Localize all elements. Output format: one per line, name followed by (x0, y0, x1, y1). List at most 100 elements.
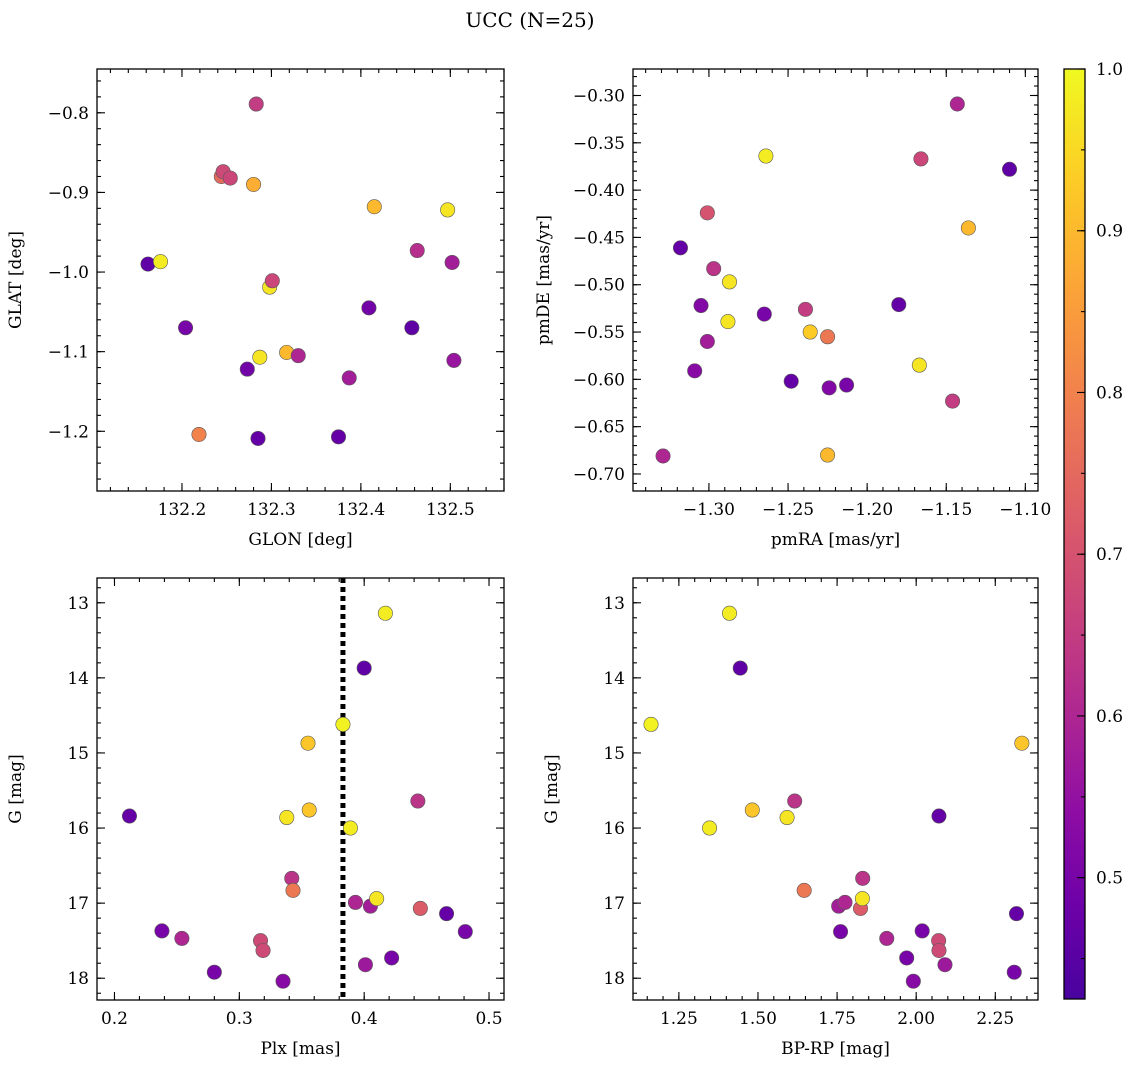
data-point (1008, 906, 1024, 922)
y-tick-label: −0.35 (573, 134, 625, 154)
data-point (206, 964, 222, 980)
panel-1: 132.2 132.3 132.4 132.5 −0.8 −0.9 −1.0 −1.1 −1.2… (6, 68, 505, 550)
data-point (440, 202, 456, 218)
x-tick-label: −1.15 (920, 500, 972, 520)
x-tick-label: 132.5 (426, 500, 475, 520)
colorbar-frame (1063, 68, 1086, 1000)
data-point (732, 660, 748, 676)
x-tick-label: 2.00 (897, 1009, 935, 1029)
data-point (914, 923, 930, 939)
colorbar-tick-label: 0.8 (1096, 383, 1123, 403)
data-point (347, 894, 363, 910)
y-axis-label: G [mag] (542, 754, 562, 823)
data-point (783, 373, 799, 389)
data-point (699, 205, 715, 221)
data-point (252, 349, 268, 365)
data-point (121, 808, 137, 824)
data-point (905, 973, 921, 989)
x-tick-label: 0.2 (101, 1009, 128, 1029)
y-tick-label: 13 (603, 594, 625, 614)
panels: 132.2 132.3 132.4 132.5 −0.8 −0.9 −1.0 −1.1 −1.2… (6, 68, 1051, 1059)
data-point (341, 370, 357, 386)
figure-title: UCC (N=25) (465, 8, 594, 32)
x-tick-label: 2.25 (976, 1009, 1014, 1029)
data-point (290, 348, 306, 364)
data-point (899, 950, 915, 966)
data-point (250, 430, 266, 446)
data-point (833, 924, 849, 940)
data-point (643, 716, 659, 732)
data-point (687, 363, 703, 379)
x-axis-label: GLON [deg] (248, 530, 352, 550)
data-point (796, 882, 812, 898)
data-point (879, 930, 895, 946)
data-point (239, 361, 255, 377)
data-point (301, 802, 317, 818)
x-tick-label: −1.20 (841, 500, 893, 520)
data-point (300, 735, 316, 751)
data-point (839, 377, 855, 393)
plot-frame (96, 68, 505, 492)
data-point (655, 448, 671, 464)
data-point (331, 429, 347, 445)
data-point (279, 810, 295, 826)
data-point (756, 306, 772, 322)
y-tick-label: 15 (67, 744, 89, 764)
data-point (377, 605, 393, 621)
x-tick-label: 1.25 (660, 1009, 698, 1029)
y-tick-label: 14 (67, 669, 89, 689)
colorbar: 0.5 0.6 0.7 0.8 0.9 1.0 (1063, 60, 1123, 1000)
data-point (335, 716, 351, 732)
data-point (837, 894, 853, 910)
data-point (949, 96, 965, 112)
y-tick-label: 15 (603, 744, 625, 764)
data-point (693, 298, 709, 314)
data-point (384, 950, 400, 966)
colorbar-tick-label: 1.0 (1096, 60, 1123, 80)
data-point (357, 957, 373, 973)
data-point (960, 220, 976, 236)
x-tick-label: 0.4 (351, 1009, 378, 1029)
y-axis-label: GLAT [deg] (6, 231, 26, 329)
data-point (275, 973, 291, 989)
x-tick-label: 0.3 (226, 1009, 253, 1029)
data-point (154, 923, 170, 939)
y-tick-label: 17 (67, 894, 89, 914)
y-tick-label: 17 (603, 894, 625, 914)
data-point (937, 957, 953, 973)
data-point (178, 320, 194, 336)
data-point (855, 870, 871, 886)
data-point (779, 810, 795, 826)
colorbar-tick-label: 0.7 (1096, 545, 1123, 565)
data-point (191, 426, 207, 442)
x-axis-label: BP-RP [mag] (781, 1039, 890, 1059)
plot-frame (632, 68, 1039, 492)
data-point (820, 447, 836, 463)
data-point (854, 891, 870, 907)
x-tick-label: −1.10 (999, 500, 1051, 520)
data-point (706, 261, 722, 277)
y-tick-label: 14 (603, 669, 625, 689)
colorbar-gradient (1064, 69, 1085, 999)
y-tick-label: −1.1 (48, 343, 89, 363)
x-tick-label: −1.30 (683, 500, 735, 520)
x-axis-label: pmRA [mas/yr] (771, 530, 900, 550)
y-axis-label: G [mag] (6, 754, 26, 823)
data-point (1002, 161, 1018, 177)
data-point (802, 324, 818, 340)
data-point (366, 199, 382, 215)
y-tick-label: −0.40 (573, 181, 625, 201)
data-point (140, 256, 156, 272)
x-tick-label: 132.4 (337, 500, 386, 520)
y-tick-label: −0.55 (573, 323, 625, 343)
data-point (153, 254, 169, 270)
x-tick-label: 0.5 (475, 1009, 502, 1029)
data-point (722, 274, 738, 290)
data-point (672, 240, 688, 256)
data-point (446, 352, 462, 368)
data-point (457, 924, 473, 940)
data-point (722, 605, 738, 621)
data-point (931, 942, 947, 958)
plot-frame (632, 577, 1039, 1001)
data-point (369, 891, 385, 907)
